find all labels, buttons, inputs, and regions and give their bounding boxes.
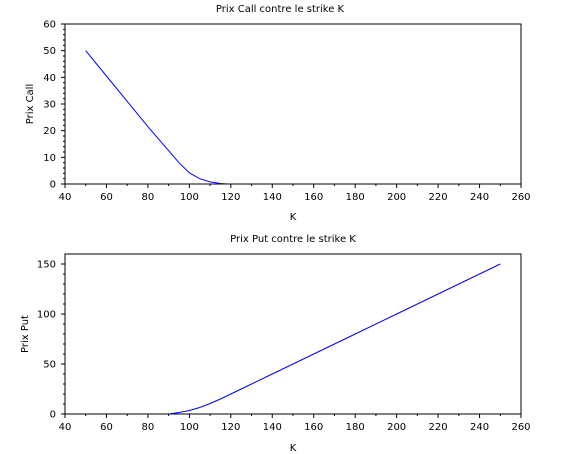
call-x-tick-label: 220 xyxy=(429,192,448,203)
put-x-tick-label: 60 xyxy=(100,422,113,433)
call-y-tick-label: 10 xyxy=(43,153,56,164)
put-y-tick-label: 50 xyxy=(43,360,56,371)
put-y-tick-label: 150 xyxy=(37,260,56,271)
call-y-tick-label: 40 xyxy=(43,73,56,84)
call-x-tick-label: 200 xyxy=(387,192,406,203)
put-x-tick-label: 120 xyxy=(221,422,240,433)
put-y-axis-ticks: 0 50 100 150 xyxy=(37,260,65,421)
call-x-tick-label: 60 xyxy=(100,192,113,203)
call-y-tick-label: 30 xyxy=(43,100,56,111)
put-x-tick-label: 260 xyxy=(511,422,530,433)
call-y-tick-label: 60 xyxy=(43,20,56,31)
call-x-tick-label: 100 xyxy=(180,192,199,203)
put-x-tick-label: 40 xyxy=(59,422,72,433)
call-series xyxy=(85,50,227,185)
put-x-tick-label: 180 xyxy=(346,422,365,433)
put-x-tick-label: 80 xyxy=(142,422,155,433)
put-x-tick-label: 240 xyxy=(470,422,489,433)
chart-put: Prix Put contre le strike K 40 60 80 100 120… xyxy=(20,234,531,454)
put-series-line xyxy=(168,263,501,415)
call-y-tick-label: 0 xyxy=(50,180,56,191)
call-x-tick-label: 80 xyxy=(142,192,155,203)
put-x-tick-label: 140 xyxy=(263,422,282,433)
put-y-tick-label: 0 xyxy=(50,410,56,421)
call-x-tick-label: 120 xyxy=(221,192,240,203)
call-chart-title: Prix Call contre le strike K xyxy=(216,4,345,15)
put-x-axis-label: K xyxy=(290,443,297,454)
put-chart-title: Prix Put contre le strike K xyxy=(230,234,356,245)
call-y-tick-label: 20 xyxy=(43,126,56,137)
put-x-tick-label: 100 xyxy=(180,422,199,433)
put-y-tick-label: 100 xyxy=(37,310,56,321)
call-series-line xyxy=(85,50,227,185)
call-x-tick-label: 160 xyxy=(304,192,323,203)
call-x-tick-label: 180 xyxy=(346,192,365,203)
put-plot-area xyxy=(64,253,522,415)
call-plot-area xyxy=(64,23,522,185)
put-series xyxy=(168,263,501,415)
call-x-axis-label: K xyxy=(290,212,297,223)
chart-call: Prix Call contre le strike K 40 60 80 100 12… xyxy=(25,4,531,223)
put-x-tick-label: 200 xyxy=(387,422,406,433)
call-x-tick-label: 40 xyxy=(59,192,72,203)
call-x-axis-ticks: 40 60 80 100 120 140 160 180 200 220 240 260 xyxy=(59,184,531,203)
put-x-tick-label: 160 xyxy=(304,422,323,433)
call-x-tick-label: 240 xyxy=(470,192,489,203)
put-y-axis-label: Prix Put xyxy=(20,315,31,353)
put-x-tick-label: 220 xyxy=(429,422,448,433)
call-y-axis-ticks: 0 10 20 30 40 50 60 xyxy=(43,20,65,191)
call-x-tick-label: 260 xyxy=(511,192,530,203)
put-x-axis-ticks: 40 60 80 100 120 140 160 180 200 220 240 260 xyxy=(59,414,531,433)
call-y-axis-label: Prix Call xyxy=(25,84,36,125)
call-y-tick-label: 50 xyxy=(43,46,56,57)
call-x-tick-label: 140 xyxy=(263,192,282,203)
